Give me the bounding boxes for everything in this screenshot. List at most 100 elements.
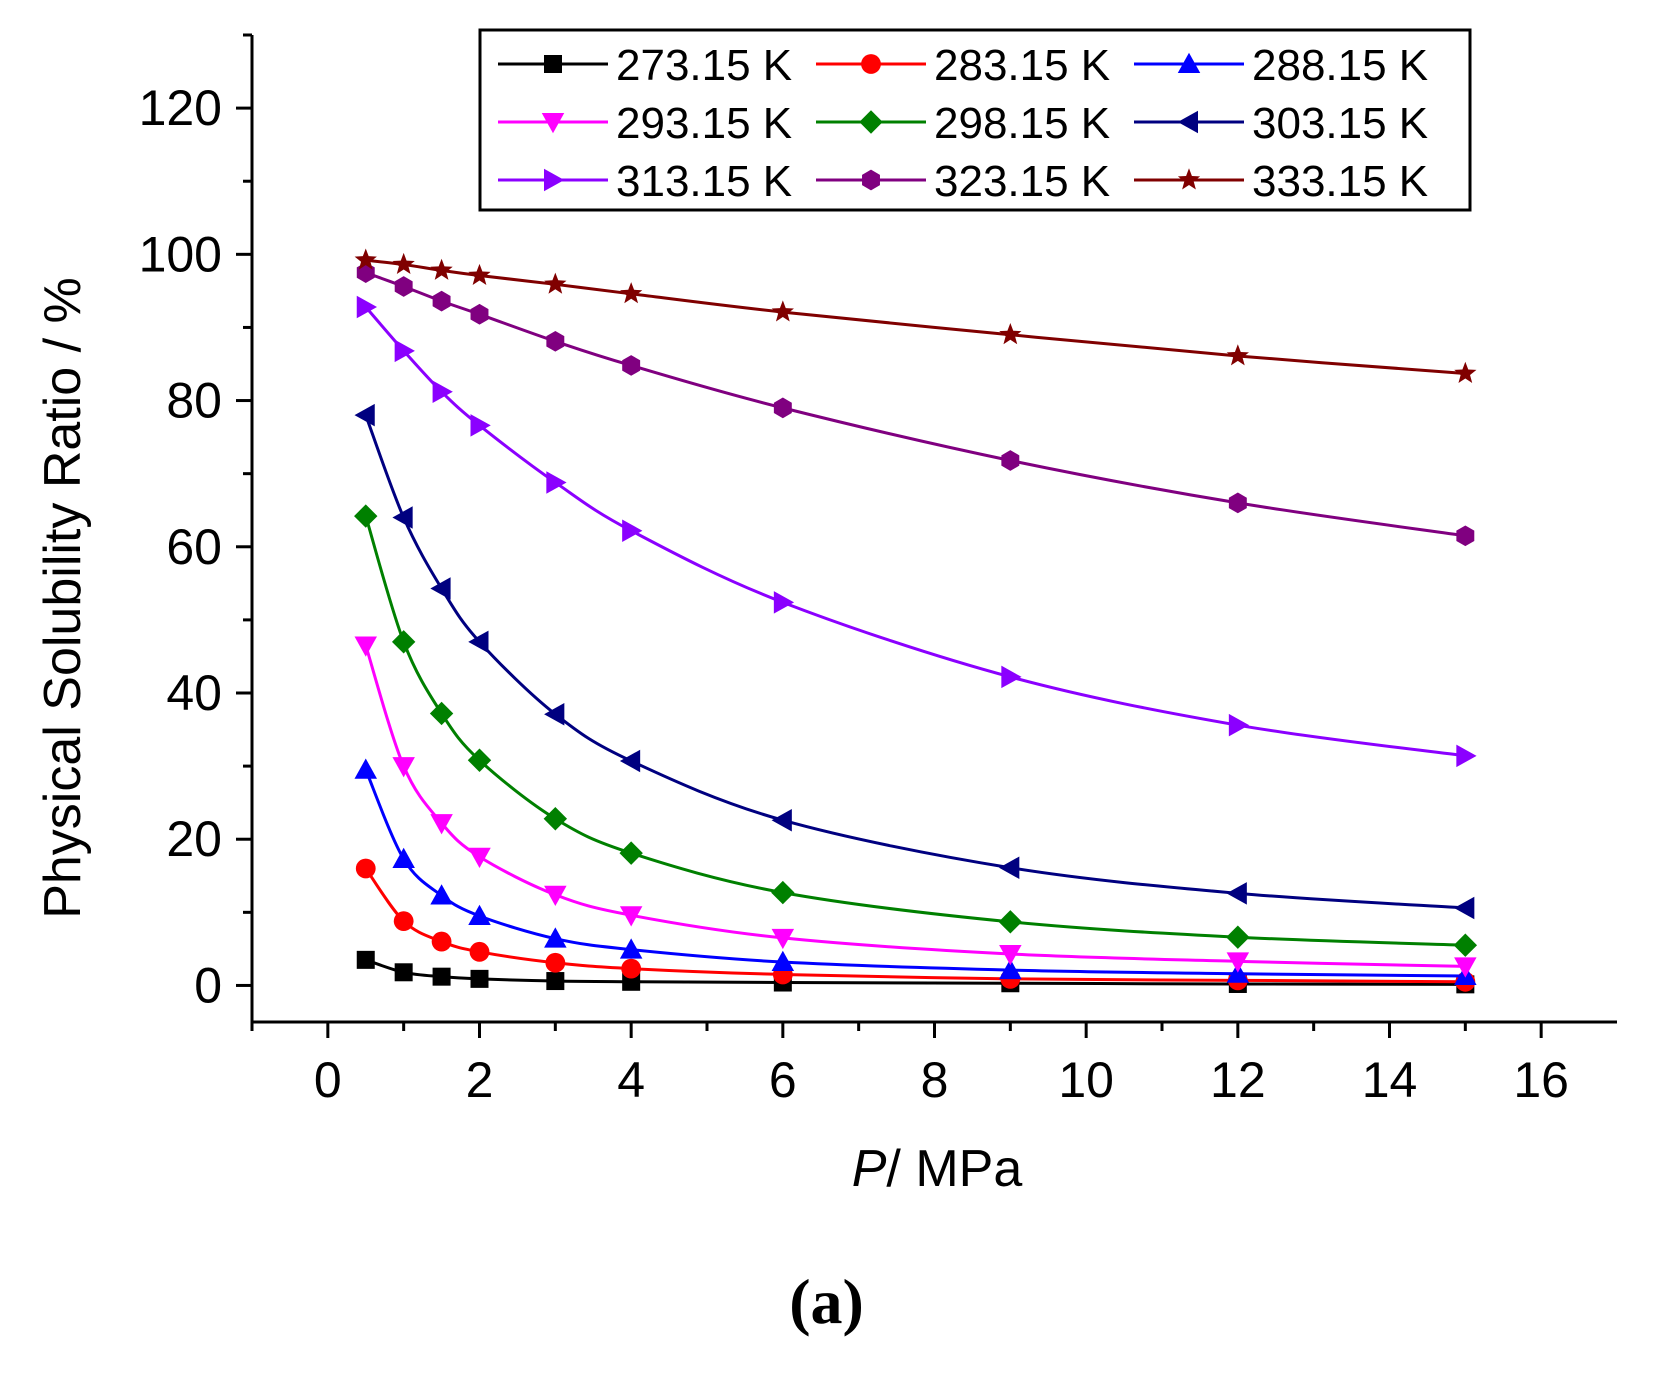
panel-label: (a)	[789, 1266, 864, 1337]
legend-marker	[861, 54, 881, 74]
data-point	[1454, 957, 1477, 978]
data-point	[998, 910, 1023, 934]
y-axis-label: Physical Solubility Ratio / %	[34, 277, 92, 919]
legend-marker	[544, 55, 562, 73]
data-point	[470, 414, 491, 437]
data-point	[430, 814, 453, 835]
legend-label: 333.15 K	[1252, 157, 1428, 206]
y-tick-label: 100	[139, 226, 222, 282]
series-283-15-K	[355, 858, 1476, 992]
legend-label: 293.15 K	[616, 99, 792, 148]
data-point	[620, 282, 643, 304]
data-point	[394, 339, 415, 363]
data-point	[467, 748, 492, 772]
data-point	[1226, 344, 1249, 366]
data-point	[999, 958, 1022, 980]
data-point	[545, 952, 566, 973]
data-point	[1454, 896, 1475, 920]
y-tick-label: 80	[166, 373, 222, 429]
data-point	[771, 300, 794, 322]
x-tick-label: 8	[921, 1052, 949, 1108]
legend-marker	[544, 168, 565, 192]
data-point	[432, 380, 453, 404]
data-point	[470, 303, 489, 325]
data-point	[1453, 933, 1478, 957]
data-point	[1454, 361, 1477, 383]
data-point	[1001, 665, 1022, 689]
data-point	[999, 945, 1022, 966]
legend-label: 323.15 K	[934, 157, 1110, 206]
data-point	[1226, 882, 1247, 905]
data-point	[355, 858, 376, 879]
data-point	[543, 807, 568, 831]
legend: 273.15 K 283.15 K 288.15 K 293.15 K 298.15 K…	[478, 28, 1472, 212]
legend-entry: 303.15 K	[1134, 99, 1428, 148]
data-point	[354, 636, 377, 657]
data-point	[771, 928, 795, 950]
data-point	[432, 290, 451, 312]
data-point	[468, 847, 491, 869]
x-tick-label: 10	[1058, 1052, 1114, 1108]
data-point	[356, 295, 377, 319]
data-point	[392, 506, 413, 529]
legend-marker	[541, 113, 565, 134]
x-tick-label: 12	[1210, 1052, 1266, 1108]
data-point	[773, 591, 795, 614]
data-point	[771, 808, 792, 832]
legend-marker	[1177, 110, 1198, 134]
data-point	[773, 397, 792, 419]
y-tick-label: 20	[166, 811, 222, 867]
data-point	[394, 276, 413, 297]
data-point	[619, 906, 643, 927]
data-point	[392, 847, 415, 868]
data-point	[622, 519, 643, 542]
series-273-15-K	[356, 950, 1475, 994]
legend-label: 303.15 K	[1252, 99, 1428, 148]
data-point	[546, 330, 565, 352]
data-point	[771, 880, 795, 905]
data-point	[1456, 744, 1477, 768]
data-point	[544, 272, 567, 294]
data-point	[430, 258, 453, 280]
data-point	[469, 941, 490, 962]
legend-label: 283.15 K	[934, 41, 1110, 90]
data-point	[354, 403, 375, 427]
legend-label: 288.15 K	[1252, 41, 1428, 90]
data-point	[394, 963, 413, 982]
data-point	[1456, 525, 1475, 547]
series-323-15-K	[356, 262, 1475, 547]
data-point	[431, 931, 452, 952]
series-line	[364, 645, 1466, 968]
series-line	[365, 258, 1466, 375]
legend-entry: 283.15 K	[816, 41, 1110, 90]
data-point	[1001, 450, 1020, 471]
legend-entry: 288.15 K	[1134, 41, 1428, 90]
data-point	[1226, 952, 1250, 973]
data-point	[392, 757, 415, 778]
series-333-15-K	[354, 248, 1477, 383]
data-point	[544, 885, 567, 907]
legend-marker	[862, 169, 880, 191]
data-point	[622, 355, 641, 376]
x-tick-label: 14	[1362, 1052, 1418, 1108]
data-point	[356, 950, 375, 969]
legend-entry: 333.15 K	[1134, 157, 1428, 206]
data-point	[1228, 492, 1247, 514]
legend-label: 313.15 K	[616, 157, 792, 206]
legend-marker	[1177, 168, 1201, 190]
data-point	[393, 911, 414, 932]
data-point	[470, 969, 489, 988]
data-point	[1226, 962, 1250, 983]
x-tick-label: 6	[769, 1052, 797, 1108]
series-layer	[354, 248, 1478, 994]
data-point	[1228, 713, 1250, 737]
axes: 0 2 4 6 8 10 12 14 16 0 20 40 60 80 100 120	[139, 33, 1617, 1108]
data-point	[354, 758, 377, 779]
legend-label: 273.15 K	[616, 41, 792, 90]
data-point	[468, 630, 489, 654]
legend-entry: 323.15 K	[816, 157, 1110, 206]
data-point	[356, 262, 375, 283]
series-298-15-K	[354, 504, 1478, 957]
series-line	[365, 271, 1466, 538]
data-point	[432, 967, 451, 986]
